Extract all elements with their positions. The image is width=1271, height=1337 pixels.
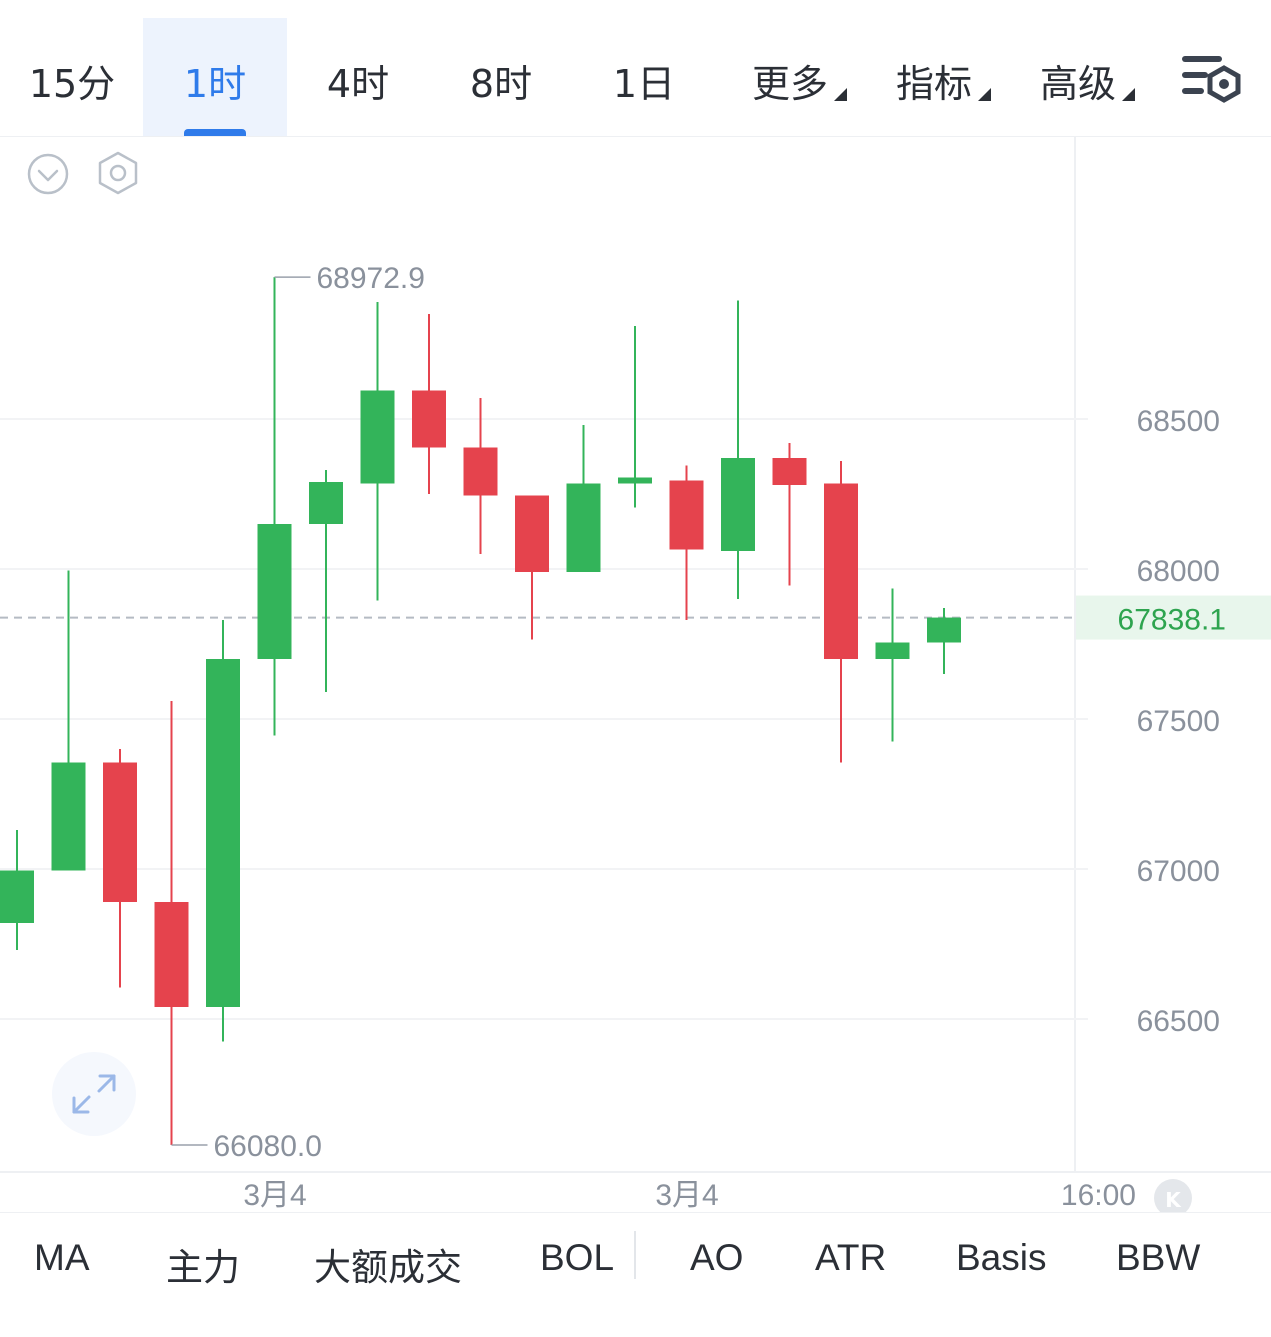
candle-body: [206, 659, 240, 1007]
y-tick-label: 68000: [1137, 555, 1220, 588]
indicator-basis[interactable]: Basis: [956, 1237, 1047, 1278]
candle-body: [927, 617, 961, 643]
dropdown-corner-icon: [834, 87, 848, 101]
candle-body: [309, 482, 343, 524]
candle-body: [566, 483, 601, 572]
expand-chart-button[interactable]: [52, 1052, 136, 1136]
tab-1h-label: 1时: [183, 61, 247, 106]
indicator-ao[interactable]: AO: [690, 1237, 744, 1278]
indicator-bol[interactable]: BOL: [540, 1237, 615, 1278]
candle-body: [824, 483, 858, 659]
candle-body: [412, 390, 446, 448]
candle-body: [721, 458, 755, 551]
active-tab-indicator: [184, 129, 246, 136]
expand-arrows-icon: [72, 1074, 116, 1114]
current-price-label: 67838.1: [1118, 604, 1226, 637]
indicator-ma[interactable]: MA: [34, 1237, 90, 1278]
candle-body: [618, 477, 652, 484]
tab-1h[interactable]: 1时: [143, 18, 287, 136]
candle-body: [772, 458, 807, 485]
tab-15m-label: 15分: [28, 61, 116, 106]
x-tick-label: 3月4: [655, 1179, 718, 1212]
k-badge-icon: K: [1154, 1179, 1192, 1212]
candlestick-chart[interactable]: 68500 68000 67500 67000 66500 67838.1 68972.9 6…: [0, 137, 1271, 1212]
tab-1d-label: 1日: [612, 61, 676, 106]
more-dropdown[interactable]: 更多: [752, 18, 848, 136]
tab-1d[interactable]: 1日: [572, 18, 716, 136]
k-badge-letter: K: [1165, 1188, 1182, 1212]
k-badge-circle: [1154, 1179, 1192, 1212]
chevron-down-circle-icon[interactable]: [26, 152, 70, 196]
indicator-divider: [634, 1231, 636, 1279]
tab-4h[interactable]: 4时: [286, 18, 430, 136]
tab-8h[interactable]: 8时: [429, 18, 573, 136]
candle-body: [463, 447, 498, 496]
candle-body: [51, 762, 86, 871]
tab-4h-label: 4时: [326, 61, 390, 106]
dropdown-corner-icon: [1122, 87, 1136, 101]
indicator-large-trades[interactable]: 大额成交: [314, 1247, 462, 1288]
more-dropdown-label: 更多: [752, 61, 829, 106]
candle-body: [669, 480, 704, 550]
y-tick-label: 67000: [1137, 855, 1220, 888]
tab-8h-label: 8时: [469, 61, 533, 106]
indicator-main-force[interactable]: 主力: [166, 1247, 240, 1288]
indicators-dropdown[interactable]: 指标: [896, 18, 992, 136]
high-price-label: 68972.9: [317, 262, 425, 295]
candle-body: [0, 870, 34, 923]
hexagon-settings-icon[interactable]: [95, 150, 141, 196]
current-price-badge: [1076, 595, 1271, 640]
y-tick-label: 66500: [1137, 1005, 1220, 1038]
candle-body: [103, 762, 137, 902]
low-price-label: 66080.0: [214, 1130, 322, 1163]
timeframe-bar: 15分 1时 4时 8时 1日 更多 指标 高级: [0, 0, 1271, 137]
x-tick-label: 16:00: [1061, 1179, 1136, 1212]
x-tick-label: 3月4: [243, 1179, 306, 1212]
indicator-atr[interactable]: ATR: [815, 1237, 887, 1278]
y-tick-label: 67500: [1137, 705, 1220, 738]
candle-body: [515, 495, 549, 572]
indicators-dropdown-label: 指标: [896, 61, 973, 106]
candle-body: [875, 642, 910, 659]
advanced-dropdown-label: 高级: [1040, 61, 1117, 106]
y-tick-label: 68500: [1137, 405, 1220, 438]
indicator-bar: MA 主力 大额成交 BOL AO ATR Basis BBW: [0, 1212, 1271, 1337]
candle-body: [154, 902, 189, 1007]
advanced-dropdown[interactable]: 高级: [1040, 18, 1136, 136]
candle-body: [257, 524, 292, 659]
dropdown-corner-icon: [978, 87, 992, 101]
tab-15m[interactable]: 15分: [0, 18, 144, 136]
chart-settings-icon[interactable]: [1180, 50, 1242, 106]
indicator-bbw[interactable]: BBW: [1116, 1237, 1201, 1278]
candle-body: [360, 390, 395, 484]
